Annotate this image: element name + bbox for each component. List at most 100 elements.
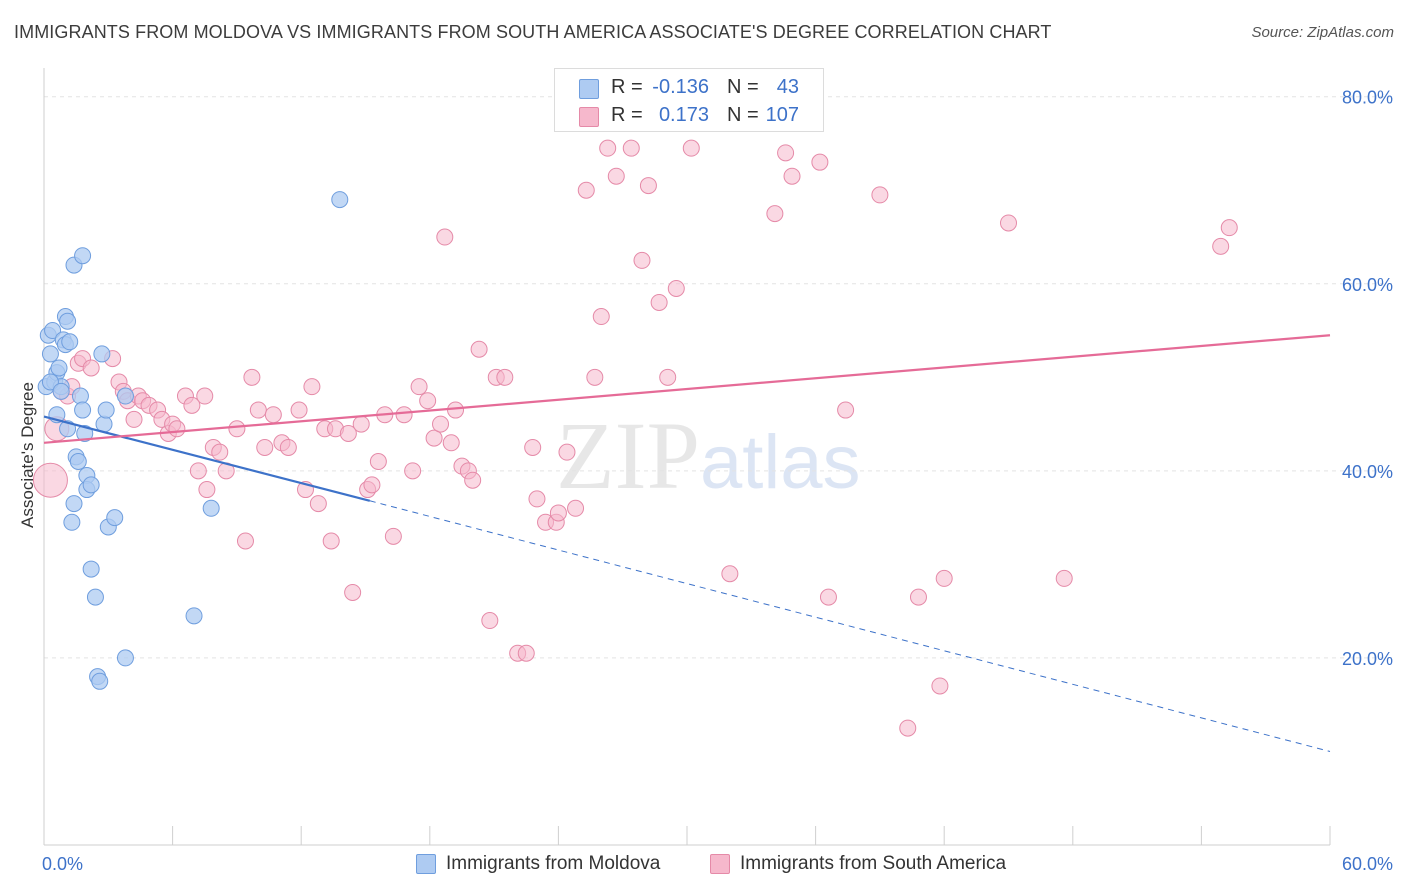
south-america-point bbox=[481, 612, 499, 630]
south-america-point bbox=[682, 139, 700, 157]
south-america-point bbox=[567, 499, 585, 517]
moldova-point bbox=[106, 509, 124, 527]
tick-labels: 20.0% 40.0% 60.0% 80.0% 0.0% 60.0% bbox=[42, 88, 1393, 874]
south-america-point bbox=[1000, 214, 1017, 232]
correlation-stats-box: R = -0.136 N = 43 R = 0.173 N = 107 bbox=[554, 68, 824, 132]
south-america-point bbox=[249, 401, 267, 419]
moldova-point bbox=[82, 476, 100, 494]
south-america-point bbox=[183, 396, 201, 414]
south-america-point bbox=[1220, 219, 1238, 237]
x-tick-label: 60.0% bbox=[1342, 854, 1393, 874]
moldova-point bbox=[202, 499, 220, 517]
moldova-point bbox=[63, 513, 81, 531]
south-america-point bbox=[432, 415, 450, 433]
south-america-trend-line bbox=[43, 334, 1331, 444]
moldova-point bbox=[97, 401, 115, 419]
south-america-point bbox=[721, 565, 739, 583]
south-america-point bbox=[264, 406, 282, 424]
south-america-point bbox=[909, 588, 927, 606]
south-america-point bbox=[352, 415, 370, 433]
south-america-point bbox=[211, 443, 229, 461]
south-america-point bbox=[577, 181, 595, 199]
n-value: 43 bbox=[776, 76, 799, 98]
moldova-point bbox=[61, 333, 79, 351]
south-america-swatch bbox=[579, 107, 599, 127]
r-value: 0.173 bbox=[658, 104, 709, 126]
south-america-point bbox=[243, 368, 261, 386]
south-america-point bbox=[189, 462, 207, 480]
south-america-point bbox=[384, 527, 402, 545]
south-america-point bbox=[395, 406, 413, 424]
south-america-point bbox=[607, 167, 625, 185]
south-america-point bbox=[344, 583, 362, 601]
moldova-point bbox=[76, 424, 94, 442]
south-america-point bbox=[228, 420, 246, 438]
south-america-point bbox=[659, 368, 677, 386]
south-america-point bbox=[592, 308, 610, 326]
south-america-point bbox=[650, 293, 668, 311]
south-america-point bbox=[899, 719, 917, 737]
moldova-point bbox=[59, 312, 77, 330]
legend-moldova-swatch bbox=[416, 854, 436, 874]
moldova-swatch bbox=[579, 79, 599, 99]
moldova-point bbox=[69, 453, 87, 470]
south-america-point bbox=[363, 476, 381, 494]
south-america-point bbox=[1055, 569, 1073, 587]
moldova-trend-extension bbox=[369, 500, 1331, 752]
r-label: R = bbox=[611, 76, 643, 98]
r-label: R = bbox=[611, 104, 643, 126]
moldova-point bbox=[116, 649, 134, 667]
south-america-point bbox=[586, 368, 604, 386]
south-america-point bbox=[783, 167, 801, 185]
moldova-trend-line bbox=[43, 415, 371, 502]
y-tick-label: 80.0% bbox=[1342, 88, 1393, 108]
trend-lines bbox=[43, 334, 1331, 752]
south-america-point bbox=[125, 410, 143, 428]
south-america-point bbox=[633, 251, 651, 269]
south-america-point bbox=[442, 434, 460, 452]
south-america-point bbox=[309, 495, 327, 513]
data-points bbox=[32, 139, 1238, 737]
south-america-point bbox=[935, 569, 953, 587]
stat-row-south-america: R = 0.173 N = 107 bbox=[555, 101, 823, 129]
south-america-point bbox=[436, 228, 454, 246]
south-america-point bbox=[303, 378, 321, 396]
south-america-point bbox=[339, 424, 357, 442]
moldova-point bbox=[52, 382, 70, 400]
stat-row-moldova: R = -0.136 N = 43 bbox=[555, 73, 823, 101]
south-america-point bbox=[622, 139, 640, 157]
south-america-point bbox=[290, 401, 308, 419]
south-america-point bbox=[322, 532, 340, 550]
moldova-point bbox=[41, 345, 59, 363]
moldova-point bbox=[74, 401, 92, 419]
moldova-point bbox=[91, 672, 109, 690]
south-america-point bbox=[470, 340, 488, 358]
south-america-point bbox=[837, 401, 855, 419]
south-america-point bbox=[931, 677, 949, 695]
chart-title: IMMIGRANTS FROM MOLDOVA VS IMMIGRANTS FR… bbox=[14, 22, 1052, 42]
south-america-point bbox=[198, 481, 216, 499]
south-america-point bbox=[1212, 237, 1230, 255]
axes bbox=[43, 68, 1331, 846]
south-america-point bbox=[871, 186, 889, 204]
moldova-point bbox=[116, 387, 134, 405]
moldova-point bbox=[86, 588, 104, 606]
south-america-point bbox=[369, 453, 387, 470]
south-america-point bbox=[410, 378, 428, 396]
y-axis-title: Associate's Degree bbox=[18, 382, 37, 528]
south-america-point bbox=[777, 144, 795, 162]
south-america-point bbox=[549, 504, 567, 522]
south-america-point bbox=[419, 392, 437, 410]
south-america-point bbox=[819, 588, 837, 606]
source-credit: Source: ZipAtlas.com bbox=[1251, 24, 1394, 41]
moldova-point bbox=[185, 607, 203, 625]
legend: Immigrants from Moldova Immigrants from … bbox=[0, 851, 1406, 879]
moldova-point bbox=[74, 247, 92, 265]
south-america-point bbox=[32, 462, 68, 498]
moldova-point bbox=[50, 359, 68, 377]
south-america-point bbox=[236, 532, 254, 550]
y-tick-label: 60.0% bbox=[1342, 275, 1393, 295]
moldova-point bbox=[65, 495, 83, 513]
moldova-point bbox=[331, 191, 349, 209]
